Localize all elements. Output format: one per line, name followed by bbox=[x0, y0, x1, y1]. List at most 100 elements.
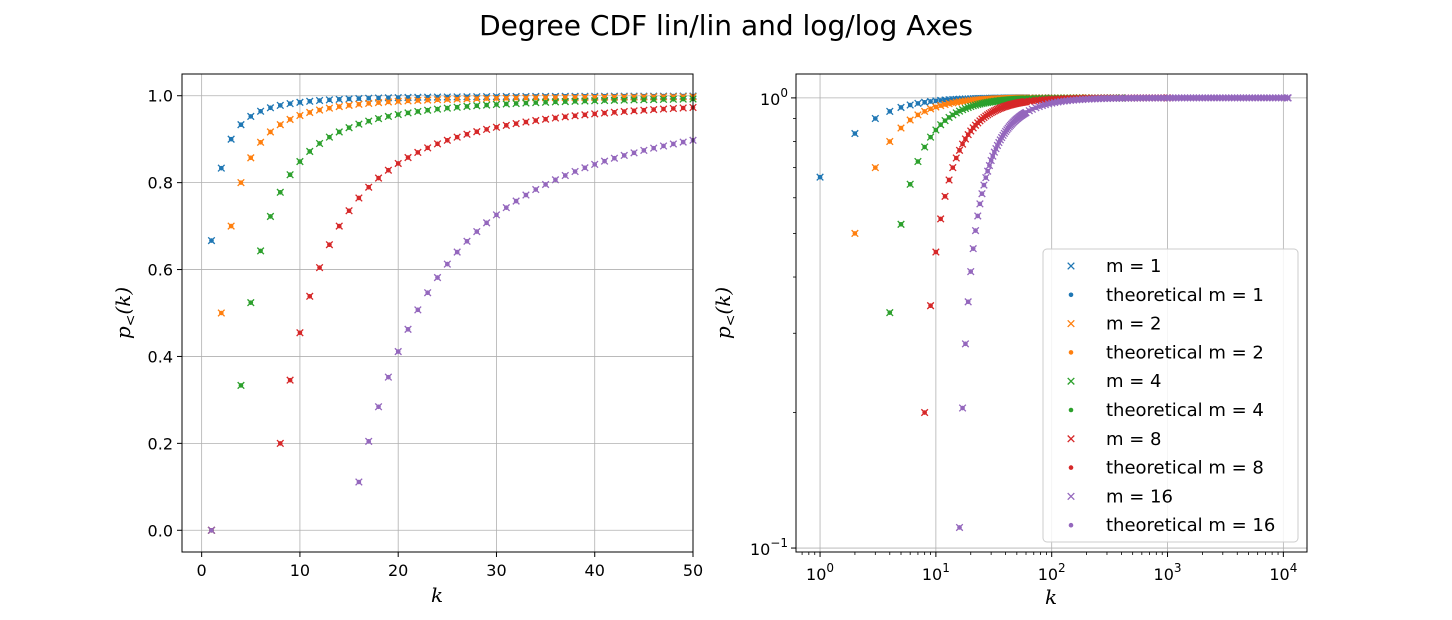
right-theory-point-m2 bbox=[922, 109, 927, 114]
right-theory-point-m2 bbox=[928, 106, 933, 112]
left-x-tick-label: 40 bbox=[585, 561, 605, 580]
left-theory-point-m8 bbox=[671, 106, 676, 111]
left-theory-point-m4 bbox=[651, 97, 656, 102]
left-theory-point-m4 bbox=[464, 104, 470, 109]
left-theory-point-m8 bbox=[602, 110, 607, 116]
left-theory-point-m2 bbox=[513, 95, 519, 101]
left-theory-point-m16 bbox=[405, 327, 411, 332]
left-theory-point-m8 bbox=[474, 129, 480, 134]
left-theory-point-m16 bbox=[631, 150, 637, 156]
left-theory-point-m2 bbox=[425, 97, 430, 103]
left-theory-point-m2 bbox=[415, 98, 421, 103]
legend-x-marker bbox=[1067, 319, 1075, 328]
left-theory-point-m1 bbox=[395, 95, 401, 100]
right-theory-point-m8 bbox=[960, 141, 965, 147]
legend-item: m = 8 bbox=[1067, 429, 1162, 450]
right-theory-point-m4 bbox=[946, 115, 952, 120]
right-theory-point-m16 bbox=[985, 168, 990, 174]
legend-item: theoretical m = 16 bbox=[1068, 515, 1275, 536]
left-theory-point-m16 bbox=[435, 275, 440, 280]
left-theory-point-m4 bbox=[405, 110, 411, 116]
right-x-tick-label: 100 bbox=[806, 561, 834, 584]
left-series-m8 bbox=[207, 103, 697, 535]
right-theory-point-m4 bbox=[922, 144, 927, 150]
right-theory-point-m16 bbox=[979, 191, 985, 197]
left-theory-point-m2 bbox=[366, 101, 372, 106]
legend-x-marker bbox=[1067, 377, 1075, 385]
left-theory-point-m16 bbox=[543, 182, 548, 187]
left-theory-point-m16 bbox=[621, 153, 627, 158]
left-theory-point-m16 bbox=[661, 143, 666, 149]
left-theory-point-m8 bbox=[612, 109, 617, 115]
left-theory-point-m4 bbox=[680, 96, 686, 102]
left-theory-point-m16 bbox=[484, 220, 489, 226]
left-theory-point-m4 bbox=[395, 112, 401, 117]
left-theory-point-m16 bbox=[356, 479, 362, 485]
left-theory-point-m2 bbox=[543, 95, 548, 100]
left-theory-point-m4 bbox=[425, 107, 430, 113]
right-theory-point-m4 bbox=[887, 310, 893, 315]
right-theory-point-m16 bbox=[975, 213, 981, 219]
right-theory-point-m8 bbox=[953, 155, 959, 161]
right-theory-point-m1 bbox=[817, 174, 823, 180]
left-y-label: p<(k) bbox=[111, 287, 139, 339]
left-theory-point-m2 bbox=[562, 95, 568, 100]
left-theory-point-m8 bbox=[336, 223, 342, 229]
left-theory-point-m16 bbox=[464, 238, 470, 244]
right-theory-point-m16 bbox=[983, 175, 989, 180]
legend-dot-marker bbox=[1068, 522, 1074, 528]
left-theory-point-m8 bbox=[513, 121, 519, 126]
left-theory-point-m8 bbox=[435, 141, 440, 147]
left-theory-point-m1 bbox=[228, 136, 234, 142]
right-marks bbox=[816, 94, 1292, 532]
left-theory-point-m16 bbox=[415, 307, 421, 313]
right-series-m2 bbox=[851, 94, 1091, 238]
left-theory-point-m2 bbox=[317, 107, 322, 113]
left-series-m1 bbox=[207, 92, 697, 535]
legend-item: theoretical m = 4 bbox=[1068, 400, 1264, 421]
left-theory-point-m2 bbox=[219, 310, 224, 316]
left-theory-point-m8 bbox=[327, 242, 332, 248]
left-theory-point-m16 bbox=[572, 169, 578, 174]
left-theory-point-m4 bbox=[336, 129, 342, 135]
right-theory-point-m1 bbox=[907, 102, 913, 108]
legend-x-marker bbox=[1067, 492, 1075, 501]
left-theory-point-m2 bbox=[533, 95, 539, 101]
left-theory-point-m8 bbox=[592, 111, 598, 117]
left-theory-point-m2 bbox=[327, 105, 332, 111]
left-theory-point-m16 bbox=[641, 148, 647, 153]
right-theory-point-m8 bbox=[957, 148, 962, 153]
left-theory-point-m2 bbox=[238, 180, 244, 185]
left-theory-point-m4 bbox=[268, 214, 273, 219]
left-theory-point-m4 bbox=[317, 141, 322, 146]
left-theory-point-m8 bbox=[376, 175, 381, 181]
left-theory-point-m4 bbox=[562, 99, 568, 104]
right-theory-point-m1 bbox=[898, 105, 904, 110]
left-theory-point-m2 bbox=[494, 96, 499, 101]
left-series-m4 bbox=[207, 95, 697, 535]
left-theory-point-m4 bbox=[543, 99, 548, 105]
left-theory-point-m16 bbox=[680, 139, 686, 145]
left-theory-point-m4 bbox=[435, 106, 440, 112]
left-theory-point-m16 bbox=[523, 192, 529, 198]
left-theory-point-m2 bbox=[277, 122, 283, 127]
left-chart: 0 10 20 30 40 50 0.0 0.2 0.4 0.6 0.8 1.0 k p<(k) bbox=[111, 73, 703, 607]
left-theory-point-m4 bbox=[287, 172, 293, 178]
left-theory-point-m4 bbox=[582, 98, 588, 104]
left-theory-point-m16 bbox=[503, 205, 509, 210]
right-theory-point-m2 bbox=[933, 104, 939, 110]
left-theory-point-m16 bbox=[562, 173, 568, 178]
left-theory-point-m2 bbox=[356, 101, 362, 107]
legend-item: theoretical m = 1 bbox=[1068, 285, 1264, 306]
right-theory-point-m2 bbox=[907, 117, 913, 123]
left-theory-point-m1 bbox=[287, 101, 293, 106]
left-theory-point-m1 bbox=[258, 108, 263, 114]
left-theory-point-m4 bbox=[376, 116, 381, 121]
right-theory-point-m8 bbox=[928, 303, 933, 308]
right-y-tick-label: 100 bbox=[760, 86, 788, 109]
legend-item: m = 4 bbox=[1067, 371, 1162, 392]
left-theory-point-m2 bbox=[336, 104, 342, 109]
left-theory-point-m2 bbox=[248, 155, 254, 161]
left-theory-point-m16 bbox=[494, 212, 499, 218]
